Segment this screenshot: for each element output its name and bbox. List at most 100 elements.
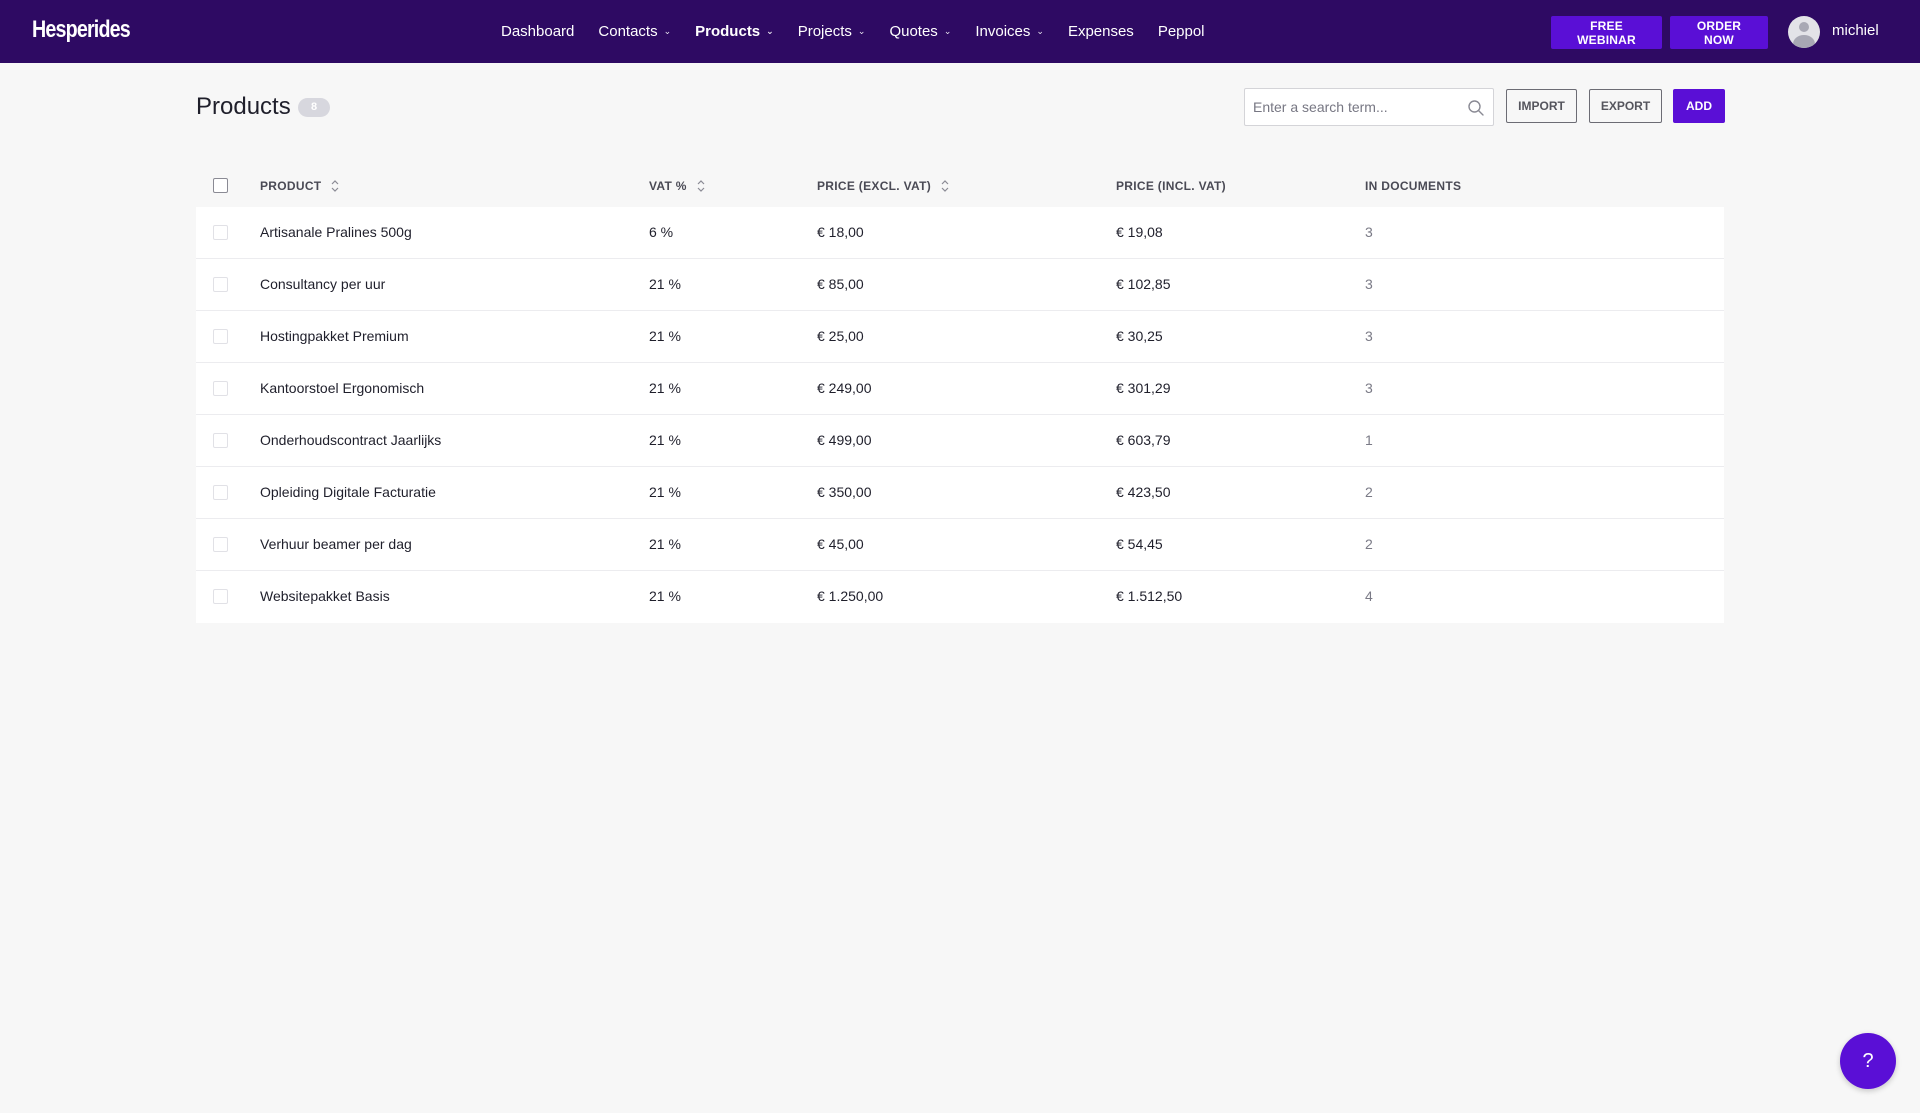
column-header-label: PRODUCT [260,179,322,193]
column-header-label: PRICE (EXCL. VAT) [817,179,931,193]
search-field[interactable] [1244,88,1494,126]
page-title: Products [196,93,291,120]
product-name[interactable]: Verhuur beamer per dag [260,536,412,552]
table-row[interactable]: Websitepakket Basis 21 % € 1.250,00 € 1.… [196,571,1724,623]
price-excl-vat: € 249,00 [817,380,872,396]
row-checkbox[interactable] [213,485,228,500]
nav-item-products[interactable]: Products ⌄ [695,23,774,40]
nav-item-invoices[interactable]: Invoices ⌄ [975,23,1044,40]
vat-rate: 21 % [649,536,681,552]
documents-count: 2 [1365,484,1373,500]
top-navigation-bar: Hesperides Dashboard Contacts ⌄ Products… [0,0,1920,63]
column-header-price-incl: PRICE (INCL. VAT) [1116,179,1226,193]
help-icon[interactable]: ? [1840,1033,1896,1089]
product-name[interactable]: Consultancy per uur [260,276,386,292]
import-button[interactable]: IMPORT [1506,89,1577,123]
select-all-checkbox[interactable] [213,178,228,193]
sort-icon[interactable] [941,179,949,193]
nav-item-quotes[interactable]: Quotes ⌄ [889,23,951,40]
table-row[interactable]: Onderhoudscontract Jaarlijks 21 % € 499,… [196,415,1724,467]
column-header-price-excl[interactable]: PRICE (EXCL. VAT) [817,179,949,193]
price-excl-vat: € 1.250,00 [817,588,884,604]
free-webinar-button[interactable]: FREE WEBINAR [1551,16,1662,49]
column-header-label: IN DOCUMENTS [1365,179,1462,193]
documents-count: 3 [1365,224,1373,240]
documents-count: 2 [1365,536,1373,552]
table-row[interactable]: Artisanale Pralines 500g 6 % € 18,00 € 1… [196,207,1724,259]
chevron-down-icon: ⌄ [857,26,866,36]
row-checkbox[interactable] [213,329,228,344]
product-name[interactable]: Onderhoudscontract Jaarlijks [260,432,442,448]
product-name[interactable]: Kantoorstoel Ergonomisch [260,380,425,396]
table-row[interactable]: Opleiding Digitale Facturatie 21 % € 350… [196,467,1724,519]
row-checkbox[interactable] [213,225,228,240]
export-button[interactable]: EXPORT [1589,89,1662,123]
nav-item-label: Expenses [1067,23,1134,40]
table-row[interactable]: Verhuur beamer per dag 21 % € 45,00 € 54… [196,519,1724,571]
sort-icon[interactable] [697,179,705,193]
table-row[interactable]: Kantoorstoel Ergonomisch 21 % € 249,00 €… [196,363,1724,415]
documents-count: 1 [1365,432,1373,448]
documents-count: 3 [1365,276,1373,292]
price-excl-vat: € 85,00 [817,276,864,292]
product-count-badge: 8 [298,98,330,117]
main-nav: Dashboard Contacts ⌄ Products ⌄ Projects… [501,0,1229,63]
order-now-button[interactable]: ORDER NOW [1670,16,1768,49]
user-menu-name[interactable]: michiel [1832,22,1879,39]
nav-item-projects[interactable]: Projects ⌄ [798,23,866,40]
nav-item-label: Quotes [889,23,938,40]
column-header-product[interactable]: PRODUCT [260,179,339,193]
price-incl-vat: € 301,29 [1116,380,1171,396]
product-name[interactable]: Opleiding Digitale Facturatie [260,484,436,500]
row-checkbox[interactable] [213,589,228,604]
table-row[interactable]: Hostingpakket Premium 21 % € 25,00 € 30,… [196,311,1724,363]
avatar-body [1793,35,1815,48]
column-header-label: PRICE (INCL. VAT) [1116,179,1226,193]
product-name[interactable]: Hostingpakket Premium [260,328,409,344]
vat-rate: 21 % [649,276,681,292]
price-excl-vat: € 45,00 [817,536,864,552]
nav-item-peppol[interactable]: Peppol [1158,23,1205,40]
price-excl-vat: € 499,00 [817,432,872,448]
documents-count: 3 [1365,380,1373,396]
price-incl-vat: € 54,45 [1116,536,1163,552]
nav-item-label: Products [695,23,761,40]
vat-rate: 21 % [649,588,681,604]
row-checkbox[interactable] [213,277,228,292]
row-checkbox[interactable] [213,537,228,552]
product-name[interactable]: Artisanale Pralines 500g [260,224,412,240]
nav-item-expenses[interactable]: Expenses [1068,23,1134,40]
column-header-vat[interactable]: VAT % [649,179,705,193]
nav-item-label: Peppol [1157,23,1205,40]
add-product-button[interactable]: ADD [1673,89,1725,123]
nav-item-label: Invoices [975,23,1031,40]
price-incl-vat: € 19,08 [1116,224,1163,240]
avatar-head [1799,22,1809,32]
documents-count: 4 [1365,588,1373,604]
chevron-down-icon: ⌄ [943,26,952,36]
vat-rate: 21 % [649,380,681,396]
row-checkbox[interactable] [213,381,228,396]
price-incl-vat: € 102,85 [1116,276,1171,292]
documents-count: 3 [1365,328,1373,344]
brand-logo[interactable]: Hesperides [32,16,131,43]
table-row[interactable]: Consultancy per uur 21 % € 85,00 € 102,8… [196,259,1724,311]
price-incl-vat: € 603,79 [1116,432,1171,448]
user-avatar-icon[interactable] [1788,16,1820,48]
nav-item-label: Projects [797,23,852,40]
vat-rate: 21 % [649,484,681,500]
search-input[interactable] [1253,89,1458,125]
vat-rate: 6 % [649,224,674,240]
nav-item-contacts[interactable]: Contacts ⌄ [598,23,671,40]
sort-icon[interactable] [331,179,339,193]
nav-item-label: Dashboard [501,23,575,40]
chevron-down-icon: ⌄ [663,26,672,36]
table-header-row: PRODUCT VAT % PRICE (EXCL. VAT) PRICE (I… [196,165,1724,207]
price-excl-vat: € 350,00 [817,484,872,500]
price-incl-vat: € 1.512,50 [1116,588,1183,604]
product-name[interactable]: Websitepakket Basis [260,588,390,604]
nav-item-dashboard[interactable]: Dashboard [501,23,574,40]
nav-item-label: Contacts [598,23,658,40]
row-checkbox[interactable] [213,433,228,448]
search-icon[interactable] [1467,99,1485,117]
